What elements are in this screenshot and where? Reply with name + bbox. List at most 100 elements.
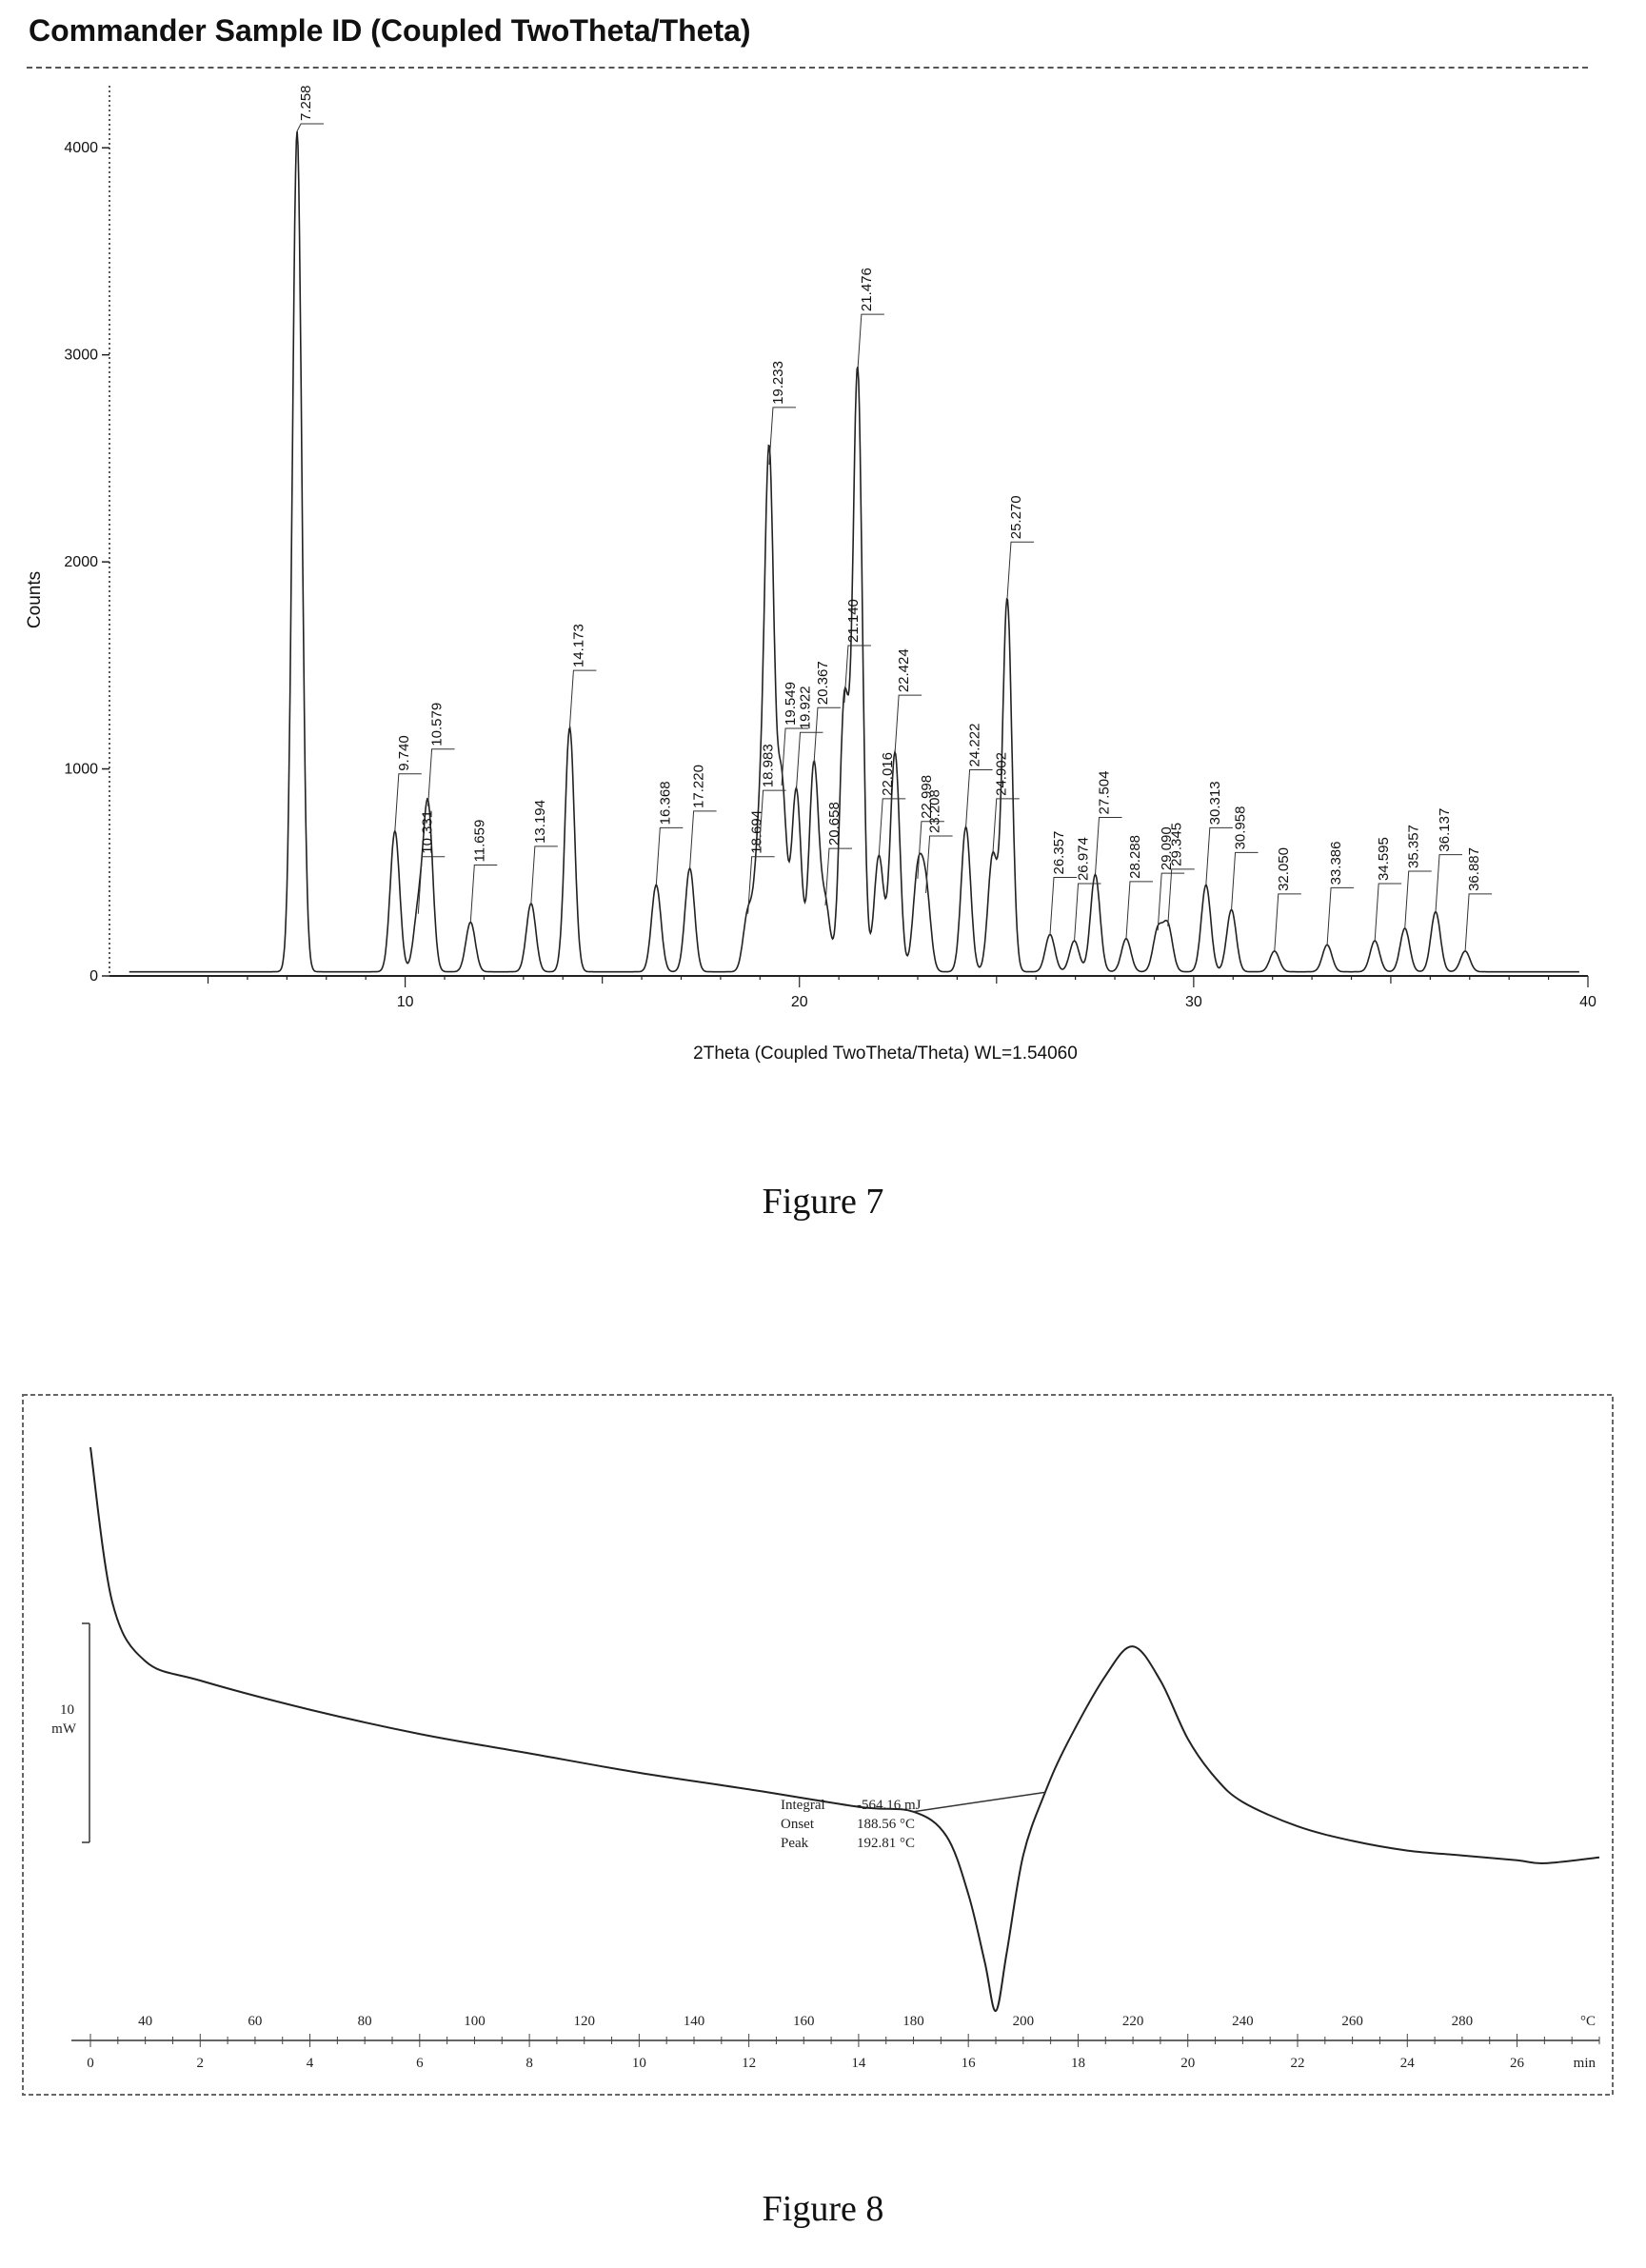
- peak-label: 36.137: [1437, 808, 1453, 852]
- peak-leader: [394, 773, 422, 831]
- temperature-tick-label: 60: [248, 2014, 262, 2029]
- peak-leader: [925, 835, 953, 894]
- peak-label: 22.424: [896, 648, 912, 692]
- peak-leader: [768, 407, 796, 465]
- temperature-tick-label: 280: [1452, 2014, 1474, 2029]
- peak-label: 18.983: [761, 744, 777, 787]
- peak-leader: [417, 856, 446, 914]
- peak-leader: [1006, 541, 1034, 600]
- dsc-scale-bar: 10 mW: [51, 1622, 90, 1843]
- peak-label: 26.974: [1076, 837, 1092, 881]
- peak-label: 24.902: [994, 752, 1010, 796]
- temperature-tick-label: 140: [684, 2014, 705, 2029]
- peak-label: 16.368: [657, 781, 673, 825]
- onset-value: 188.56 °C: [857, 1817, 915, 1832]
- peak-leader: [1095, 816, 1122, 875]
- peak-label: 33.386: [1328, 841, 1344, 885]
- y-tick-label: 1000: [64, 762, 98, 778]
- peak-label: 10.579: [429, 703, 446, 746]
- xrd-chart: 0 1000 2000 3000 4000 10 20 30 40 7.258 9.740 10.3…: [25, 85, 1596, 1064]
- time-tick-label: 22: [1291, 2056, 1305, 2071]
- time-tick-label: 24: [1400, 2056, 1416, 2071]
- peak-label: Peak: [781, 1836, 809, 1851]
- figure7-title: Commander Sample ID (Coupled TwoTheta/Th…: [29, 13, 751, 48]
- peak-leader: [469, 864, 498, 923]
- peak-leader: [917, 821, 944, 879]
- peak-leader: [689, 810, 717, 868]
- peak-leader: [813, 706, 841, 766]
- peak-label: 25.270: [1008, 495, 1024, 539]
- y-tick-label: 0: [89, 968, 98, 985]
- temperature-tick-label: 160: [793, 2014, 815, 2029]
- peak-label: 28.288: [1127, 835, 1143, 879]
- x-tick-label: 30: [1185, 994, 1202, 1010]
- peak-label: 20.658: [826, 802, 843, 846]
- peak-label: 14.173: [570, 624, 586, 667]
- xrd-peak-labels: 7.258 9.740 10.331 10.579 11.659 13.194 14.173…: [296, 85, 1493, 951]
- y-tick-label: 4000: [64, 140, 98, 156]
- peak-label: 21.476: [859, 268, 875, 311]
- peak-label: 13.194: [532, 800, 548, 844]
- peak-leader: [796, 731, 823, 790]
- peak-label: 19.549: [783, 682, 799, 726]
- peak-label: 9.740: [396, 735, 412, 771]
- peak-label: 23.208: [927, 789, 943, 833]
- peak-leader: [843, 645, 871, 704]
- peak-label: 36.887: [1466, 847, 1482, 891]
- dsc-frame: [22, 1394, 1614, 2096]
- integral-label: Integral: [781, 1798, 825, 1813]
- temperature-tick-label: 200: [1013, 2014, 1035, 2029]
- peak-leader: [530, 846, 558, 904]
- peak-leader: [1231, 851, 1259, 910]
- peak-label: 22.998: [919, 775, 935, 819]
- temperature-tick-label: 120: [573, 2014, 595, 2029]
- peak-label: 10.331: [419, 810, 435, 854]
- peak-leader: [857, 313, 884, 372]
- temperature-tick-label: 100: [464, 2014, 486, 2029]
- temperature-tick-label: 240: [1232, 2014, 1254, 2029]
- temperature-unit: °C: [1580, 2014, 1596, 2029]
- xrd-pattern-line: [129, 130, 1579, 973]
- peak-leader: [747, 856, 775, 914]
- figure7-caption: Figure 7: [762, 1182, 884, 1222]
- temperature-tick-label: 260: [1341, 2014, 1363, 2029]
- peak-leader: [1374, 883, 1402, 942]
- peak-leader: [1464, 893, 1493, 951]
- temperature-tick-label: 220: [1122, 2014, 1144, 2029]
- time-tick-label: 6: [416, 2056, 424, 2071]
- peak-leader: [1049, 877, 1077, 935]
- peak-leader: [1435, 854, 1463, 912]
- title-divider: [27, 67, 1588, 69]
- peak-label: 29.345: [1169, 823, 1185, 866]
- peak-label: 20.367: [815, 661, 831, 705]
- time-tick-label: 16: [962, 2056, 977, 2071]
- peak-leader: [655, 826, 684, 885]
- peak-leader: [1125, 881, 1153, 939]
- peak-label: 7.258: [298, 85, 314, 121]
- peak-leader: [781, 727, 809, 786]
- time-tick-label: 2: [197, 2056, 205, 2071]
- peak-label: 26.357: [1051, 831, 1067, 875]
- y-axis-title: Counts: [25, 571, 45, 628]
- time-tick-label: 8: [526, 2056, 533, 2071]
- xrd-axes: 0 1000 2000 3000 4000 10 20 30 40: [64, 86, 1596, 1010]
- time-tick-label: 20: [1180, 2056, 1195, 2071]
- onset-label: Onset: [781, 1817, 815, 1832]
- peak-leader: [992, 798, 1020, 856]
- integral-value: -564.16 mJ: [857, 1798, 922, 1813]
- peak-label: 18.694: [749, 810, 765, 854]
- peak-value: 192.81 °C: [857, 1836, 915, 1851]
- peak-label: 17.220: [691, 765, 707, 808]
- peak-leader: [965, 768, 993, 827]
- dsc-annotation: Integral -564.16 mJ Onset 188.56 °C Peak…: [781, 1798, 922, 1851]
- x-axis-title: 2Theta (Coupled TwoTheta/Theta) WL=1.540…: [693, 1044, 1078, 1064]
- peak-label: 21.140: [845, 599, 862, 643]
- x-tick-label: 20: [791, 994, 808, 1010]
- peak-leader: [296, 123, 325, 132]
- peak-label: 35.357: [1406, 825, 1422, 868]
- peak-leader: [1274, 893, 1301, 951]
- peak-label: 29.090: [1159, 826, 1175, 870]
- y-tick-label: 2000: [64, 554, 98, 570]
- temperature-tick-label: 180: [902, 2014, 924, 2029]
